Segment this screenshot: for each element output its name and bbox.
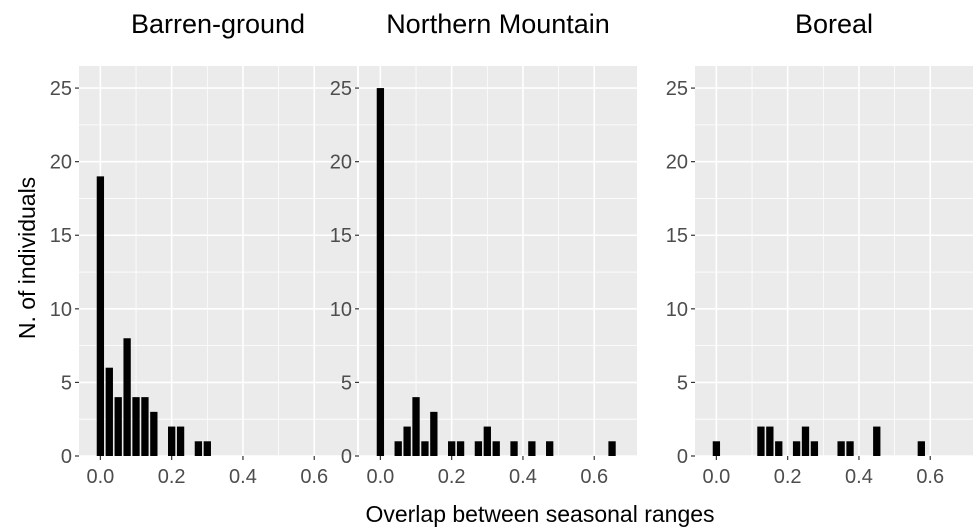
y-tick-label: 15 bbox=[50, 225, 72, 247]
y-tick-label: 15 bbox=[330, 225, 352, 247]
panel-2: 0 5 10 15 20 25 0.0 0.2 0.4 0.6 Northern Mountain bbox=[330, 9, 637, 488]
histogram-bar bbox=[194, 441, 203, 456]
x-tick-label: 0.6 bbox=[916, 466, 944, 488]
y-tick-label: 0 bbox=[61, 446, 72, 468]
histogram-bar bbox=[123, 338, 131, 456]
y-tick-label: 25 bbox=[50, 78, 72, 100]
panel-title: Northern Mountain bbox=[386, 9, 610, 39]
histogram-bar bbox=[421, 441, 429, 456]
y-tick-label: 5 bbox=[341, 372, 352, 394]
y-axis-title: N. of individuals bbox=[14, 177, 40, 339]
y-tick-label: 15 bbox=[666, 225, 688, 247]
histogram-bar bbox=[528, 441, 536, 456]
y-tick-label: 20 bbox=[666, 152, 688, 174]
x-tick-label: 0.0 bbox=[702, 466, 730, 488]
y-tick-label: 10 bbox=[50, 299, 72, 321]
x-tick-label: 0.6 bbox=[580, 466, 608, 488]
y-tick-label: 20 bbox=[50, 152, 72, 174]
y-tick-label: 0 bbox=[341, 446, 352, 468]
histogram-bar bbox=[448, 441, 456, 456]
x-tick-label: 0.2 bbox=[438, 466, 466, 488]
histogram-bar bbox=[546, 441, 554, 456]
histogram-bar bbox=[403, 426, 411, 456]
panel-3: 0 5 10 15 20 25 0.0 0.2 0.4 0.6 Boreal bbox=[666, 9, 973, 488]
histogram-bar bbox=[846, 441, 854, 456]
histogram-bar bbox=[873, 426, 881, 456]
y-tick-label: 10 bbox=[666, 299, 688, 321]
histogram-bar bbox=[474, 441, 483, 456]
x-tick-label: 0.4 bbox=[509, 466, 537, 488]
histogram-bar bbox=[775, 441, 783, 456]
histogram-bar bbox=[492, 441, 500, 456]
y-tick-label: 25 bbox=[666, 78, 688, 100]
panel-title: Boreal bbox=[795, 9, 873, 39]
histogram-bar bbox=[132, 397, 140, 456]
y-tick-label: 0 bbox=[677, 446, 688, 468]
histogram-bar bbox=[483, 426, 491, 456]
panel-background bbox=[695, 66, 973, 456]
x-tick-label: 0.0 bbox=[86, 466, 114, 488]
histogram-bar bbox=[176, 426, 185, 456]
y-tick-label: 5 bbox=[61, 372, 72, 394]
panel-1: 0 5 10 15 20 25 0.0 0.2 0.4 0.6 Barren-ground bbox=[50, 9, 357, 488]
histogram-bar bbox=[412, 397, 420, 456]
histogram-bar bbox=[712, 441, 721, 456]
x-axis-title: Overlap between seasonal ranges bbox=[365, 501, 714, 527]
panels-group: 0 5 10 15 20 25 0.0 0.2 0.4 0.6 Barren-ground 0 5 10 1… bbox=[50, 9, 973, 488]
histogram-bar bbox=[837, 441, 845, 456]
y-tick-label: 25 bbox=[330, 78, 352, 100]
x-tick-label: 0.0 bbox=[366, 466, 394, 488]
y-tick-label: 10 bbox=[330, 299, 352, 321]
histogram-bar bbox=[456, 441, 465, 456]
histogram-bar bbox=[757, 426, 765, 456]
histogram-bar bbox=[141, 397, 149, 456]
x-tick-label: 0.4 bbox=[845, 466, 873, 488]
y-tick-label: 5 bbox=[677, 372, 688, 394]
histogram-bar bbox=[394, 441, 402, 456]
histogram-bar bbox=[792, 441, 801, 456]
histogram-bar bbox=[376, 88, 385, 456]
x-tick-label: 0.2 bbox=[774, 466, 802, 488]
x-tick-label: 0.4 bbox=[229, 466, 257, 488]
histogram-bar bbox=[917, 441, 925, 456]
histogram-bar bbox=[150, 411, 158, 456]
histogram-bar bbox=[114, 397, 122, 456]
histogram-bar bbox=[766, 426, 774, 456]
histogram-bar bbox=[168, 426, 176, 456]
x-tick-label: 0.6 bbox=[300, 466, 328, 488]
y-tick-label: 20 bbox=[330, 152, 352, 174]
histogram-bar bbox=[510, 441, 518, 456]
panel-background bbox=[359, 66, 637, 456]
histogram-bar bbox=[430, 411, 438, 456]
histogram-bar bbox=[96, 176, 105, 456]
histogram-bar bbox=[608, 441, 616, 456]
histogram-bar bbox=[810, 441, 819, 456]
panel-title: Barren-ground bbox=[131, 9, 305, 39]
histogram-bar bbox=[105, 367, 113, 456]
x-tick-label: 0.2 bbox=[158, 466, 186, 488]
histogram-bar bbox=[203, 441, 211, 456]
histogram-bar bbox=[801, 426, 810, 456]
